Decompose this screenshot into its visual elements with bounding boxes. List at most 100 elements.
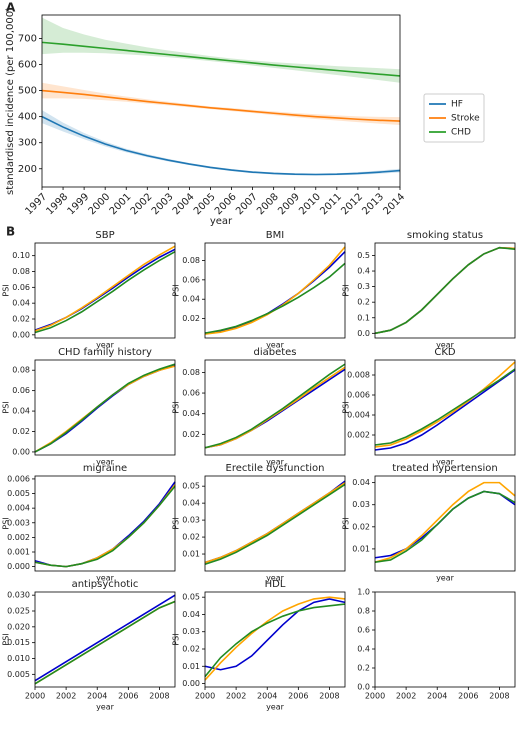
y-tick-label: 0.08 (182, 256, 200, 265)
data-line (204, 482, 346, 564)
y-tick-label: 0.06 (12, 283, 30, 292)
data-line (41, 41, 401, 77)
y-tick-label: 0.4 (357, 645, 370, 654)
axes-title: Erectile dysfunction (226, 463, 325, 474)
confidence-band (42, 82, 400, 125)
y-tick-label: 0.04 (352, 478, 370, 487)
axes-title: SBP (95, 230, 114, 241)
data-line (41, 115, 401, 176)
x-tick-label: 2008 (149, 692, 169, 701)
y-tick-label: 0.02 (182, 430, 200, 439)
axes-frame (204, 242, 346, 339)
x-tick-label: 2007 (234, 191, 260, 217)
y-tick-label: 0.006 (347, 391, 370, 400)
y-tick-label: 400 (18, 112, 37, 123)
y-tick-label: 0.01 (352, 544, 370, 553)
axes-title: smoking status (407, 230, 483, 241)
y-tick-label: 0.08 (12, 267, 30, 276)
y-tick-label: 0.0 (357, 329, 370, 338)
y-axis-label: PSI (342, 284, 351, 296)
x-tick-label: 2008 (489, 692, 509, 701)
y-axis-label: PSI (2, 401, 11, 413)
x-axis-label: year (96, 574, 115, 583)
x-tick-label: 2002 (396, 692, 416, 701)
x-tick-label: 2005 (192, 191, 218, 217)
y-tick-label: 0.015 (7, 638, 30, 647)
axes-title: BMI (266, 230, 284, 241)
y-axis-label: PSI (342, 401, 351, 413)
data-line (34, 485, 176, 568)
x-tick-label: 2000 (195, 692, 215, 701)
data-line (374, 361, 516, 448)
data-line (204, 262, 346, 334)
x-tick-label: 2008 (255, 191, 281, 217)
x-axis-label: year (436, 458, 455, 467)
y-tick-label: 0.02 (182, 314, 200, 323)
y-tick-label: 0.020 (7, 622, 30, 631)
y-tick-label: 0.00 (182, 679, 200, 688)
data-line (204, 596, 346, 681)
y-tick-label: 0.02 (352, 522, 370, 531)
x-axis-label: year (266, 341, 285, 350)
y-tick-label: 0.03 (182, 516, 200, 525)
y-tick-label: 700 (18, 33, 37, 44)
data-line (204, 363, 346, 449)
x-axis-label: year (436, 574, 455, 583)
y-tick-label: 0.04 (182, 499, 200, 508)
y-tick-label: 0.3 (357, 282, 370, 291)
axes-frame (374, 359, 516, 456)
data-line (374, 246, 516, 335)
y-tick-label: 1.0 (357, 588, 370, 597)
y-tick-label: 0.04 (12, 407, 30, 416)
x-tick-label: 2011 (318, 191, 344, 217)
y-tick-label: 0.1 (357, 313, 370, 322)
axes-frame (204, 591, 346, 688)
y-axis-label: PSI (172, 633, 181, 645)
axes-title: HDL (265, 579, 286, 590)
y-tick-label: 300 (18, 138, 37, 149)
data-line (204, 483, 346, 565)
y-tick-label: 0.8 (357, 607, 370, 616)
y-tick-label: 600 (18, 60, 37, 71)
x-tick-label: 2012 (339, 191, 365, 217)
axes-frame (374, 242, 516, 339)
y-tick-label: 0.06 (182, 275, 200, 284)
legend-label: Stroke (451, 114, 480, 124)
x-tick-label: 2010 (297, 191, 323, 217)
y-tick-label: 0.00 (12, 447, 30, 456)
data-line (34, 251, 176, 334)
y-tick-label: 0.4 (357, 267, 370, 276)
data-line (374, 246, 516, 335)
axes-title: treated hypertension (392, 463, 497, 474)
y-tick-label: 0.00 (12, 330, 30, 339)
data-line (204, 598, 346, 671)
x-tick-label: 2004 (87, 692, 107, 701)
x-tick-label: 2006 (213, 191, 239, 217)
axes-title: CKD (434, 347, 456, 358)
y-tick-label: 0.6 (357, 626, 370, 635)
y-axis-label: PSI (2, 633, 11, 645)
y-tick-label: 0.05 (182, 593, 200, 602)
y-tick-label: 0.003 (7, 518, 30, 527)
axes-frame (204, 475, 346, 572)
x-tick-label: 2004 (171, 191, 197, 217)
y-axis-label: PSI (172, 401, 181, 413)
y-tick-label: 0.005 (7, 489, 30, 498)
y-tick-label: 0.030 (7, 591, 30, 600)
y-tick-label: 0.02 (12, 427, 30, 436)
y-tick-label: 0.01 (182, 550, 200, 559)
y-tick-label: 0.006 (7, 474, 30, 483)
axes-title: migraine (83, 463, 127, 474)
y-axis-label: standardised incidence (per 100,000) (5, 7, 16, 195)
x-tick-label: 1998 (45, 191, 71, 217)
x-tick-label: 2000 (87, 191, 113, 217)
x-axis-label: year (96, 703, 115, 712)
data-line (34, 600, 176, 685)
y-tick-label: 0.5 (357, 251, 370, 260)
x-tick-label: 2001 (108, 191, 134, 217)
legend-label: HF (451, 100, 463, 110)
y-tick-label: 0.04 (182, 295, 200, 304)
data-line (374, 481, 516, 563)
data-line (34, 594, 176, 682)
